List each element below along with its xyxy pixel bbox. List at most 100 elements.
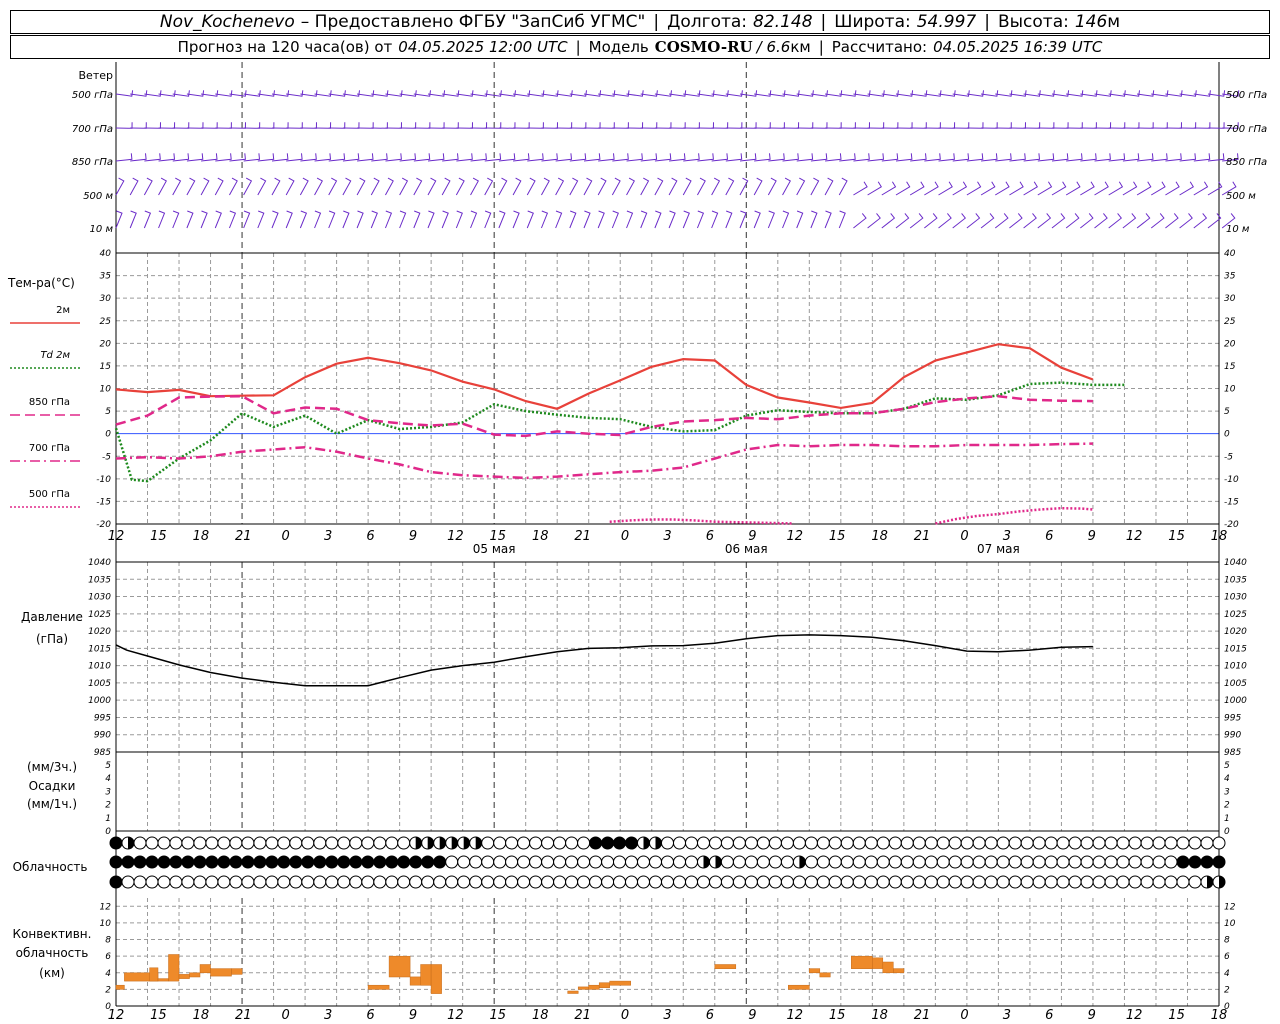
cloud-cover-symbol: [996, 855, 1010, 869]
wind-barb: [569, 153, 587, 162]
pressure-title: Давление: [21, 610, 83, 624]
conv-hour-label: 18: [871, 1008, 888, 1023]
wind-barb: [540, 210, 549, 229]
wind-barb: [286, 90, 304, 97]
wind-barb: [143, 210, 152, 229]
wind-barb: [669, 122, 686, 129]
wind-barb: [853, 90, 871, 97]
pres-ytick-right: 1030: [1224, 593, 1247, 603]
cloud-cover-symbol: [1140, 855, 1154, 869]
wind-barb: [470, 90, 488, 97]
cloud-cover-symbol: [709, 836, 722, 850]
wind-barb: [711, 210, 719, 229]
convective-unit: (км): [39, 966, 65, 980]
cloud-cover-symbol: [1080, 875, 1094, 889]
wind-barb: [498, 122, 516, 129]
panel-frames: [115, 62, 1220, 1007]
cloud-cover-symbol: [385, 855, 399, 869]
convective-bar: [367, 984, 390, 990]
station-name: Nov_Kochenevo: [159, 12, 295, 32]
wind-barb: [597, 210, 605, 229]
temp-hour-label: 9: [409, 529, 417, 544]
temp-legend-label: 850 гПа: [29, 397, 70, 408]
wind-barb: [924, 181, 939, 196]
wind-barb: [442, 90, 460, 97]
clouds-title: Облачность: [13, 860, 88, 874]
cloud-cover-symbol: [1020, 875, 1034, 889]
wind-barb: [1065, 181, 1081, 196]
cloud-cover-symbol: [553, 855, 567, 869]
wind-barb: [484, 153, 502, 162]
wind-barb: [569, 90, 587, 97]
conv-hour-label: 6: [706, 1008, 714, 1023]
cloud-cover-symbol: [1212, 855, 1226, 869]
temp-series-3: [115, 442, 1093, 480]
cloud-cover-symbol: [1200, 836, 1214, 850]
cloud-cover-symbol: [1188, 836, 1202, 850]
cloud-symbols: [109, 836, 1226, 889]
cloud-cover-symbol: [697, 875, 710, 889]
wind-barb: [697, 153, 714, 162]
cloud-cover-symbol: [505, 836, 519, 850]
wind-barb: [1023, 181, 1038, 196]
wind-barb: [1122, 213, 1137, 229]
cloud-cover-symbol: [241, 855, 255, 869]
wind-barb: [853, 153, 870, 162]
wind-level-right: 500 гПа: [1226, 90, 1267, 101]
cloud-cover-symbol: [229, 836, 243, 850]
cloud-cover-symbol: [685, 836, 698, 850]
conv-ytick-right: 0: [1224, 1002, 1230, 1012]
wind-barb: [243, 90, 261, 97]
convective-bar: [893, 968, 905, 974]
wind-barb: [229, 90, 247, 97]
wind-barb: [938, 153, 955, 162]
temp-hour-label: 0: [621, 529, 629, 544]
cloud-cover-symbol: [601, 875, 615, 889]
cloud-cover-symbol: [840, 875, 854, 889]
cloud-cover-symbol: [1104, 855, 1118, 869]
wind-barb: [1122, 153, 1140, 162]
convective-title-2: облачность: [16, 946, 89, 960]
cloud-cover-symbol: [756, 875, 770, 889]
cloud-cover-symbol: [205, 836, 219, 850]
convective-bar: [809, 968, 821, 974]
wind-barb: [314, 177, 323, 196]
temp-hour-label: 12: [1126, 529, 1143, 544]
wind-barb: [924, 153, 941, 162]
cloud-cover-symbol: [1164, 855, 1178, 869]
wind-barb: [370, 210, 378, 229]
wind-barb: [810, 153, 828, 162]
cloud-cover-symbol: [1164, 836, 1178, 850]
cloud-cover-symbol: [1140, 836, 1154, 850]
wind-barb: [1009, 90, 1027, 97]
temp-hour-label: 18: [193, 529, 210, 544]
wind-barb: [598, 90, 616, 97]
temp-ytick-left: -10: [96, 475, 111, 485]
cloud-cover-symbol: [756, 836, 770, 850]
cloud-cover-symbol: [984, 855, 998, 869]
wind-barb: [229, 153, 246, 162]
cloud-cover-symbol: [193, 855, 207, 869]
wind-barb: [782, 90, 800, 97]
wind-barb: [257, 210, 265, 229]
wind-barb: [342, 153, 360, 162]
wind-barb: [825, 122, 842, 129]
temp-ytick-right: -10: [1224, 475, 1239, 485]
wind-barb: [654, 122, 672, 129]
cloud-cover-symbol: [1092, 855, 1106, 869]
wind-barb: [995, 153, 1012, 162]
wind-barb: [130, 122, 147, 129]
cloud-cover-symbol: [852, 875, 866, 889]
day-label: 06 мая: [725, 542, 768, 556]
cloud-cover-symbol: [157, 855, 171, 869]
cloud-cover-symbol: [828, 875, 842, 889]
wind-barb: [1207, 181, 1223, 196]
wind-barb: [1023, 213, 1037, 229]
wind-barb: [1221, 181, 1237, 196]
precip-ytick-right: 5: [1224, 761, 1230, 771]
cloud-cover-symbol: [1188, 875, 1202, 889]
cloud-cover-symbol: [109, 875, 123, 889]
cloud-cover-symbol: [577, 875, 591, 889]
cloud-cover-symbol: [301, 875, 315, 889]
cloud-cover-symbol: [984, 875, 998, 889]
